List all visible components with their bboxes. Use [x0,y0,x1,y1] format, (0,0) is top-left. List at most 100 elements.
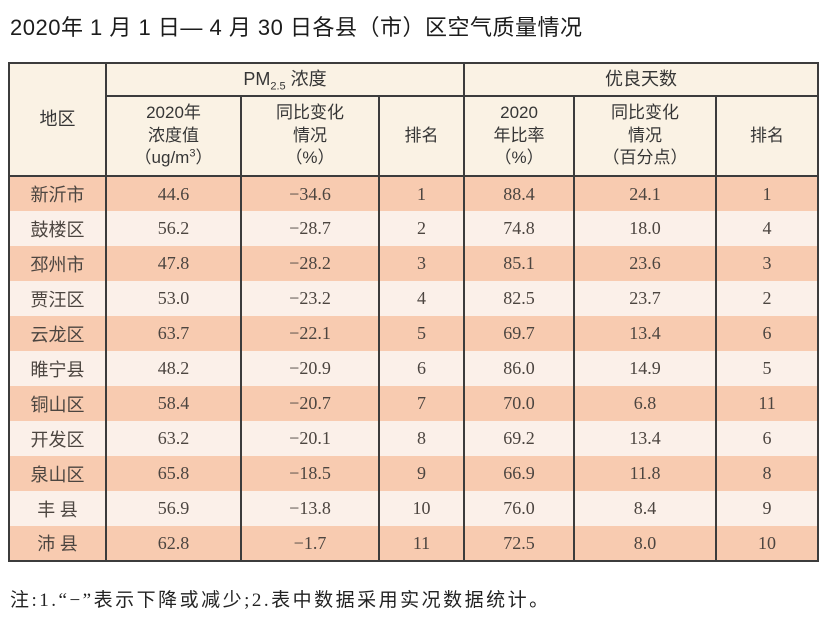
pm-rank-cell: 5 [377,316,466,351]
header-line: 情况 [293,125,327,145]
pm-rank-cell: 8 [377,421,466,456]
pm-value-cell: 65.8 [105,456,242,491]
ratio-cell: 82.5 [463,281,576,316]
header-pm-change: 同比变化 情况 （%） [240,95,380,177]
ratio-cell: 88.4 [463,176,576,211]
pm-value-cell: 63.2 [105,421,242,456]
ratio-rank-cell: 6 [715,316,820,351]
ratio-rank-cell: 10 [715,526,820,561]
region-cell: 贾汪区 [8,281,107,316]
region-cell: 云龙区 [8,316,107,351]
table-row: 沛 县 62.8 −1.7 11 72.5 8.0 10 [8,526,820,561]
ratio-change-cell: 24.1 [573,176,718,211]
pm-change-cell: −1.7 [240,526,380,561]
ratio-cell: 76.0 [463,491,576,526]
header-ratio-change: 同比变化 情况 （百分点） [573,95,718,177]
table-header: 地区 PM2.5 浓度 优良天数 2020年 浓度值 （ug/m3） 同比变化 情… [8,62,820,177]
region-cell: 新沂市 [8,176,107,211]
pm-value-cell: 62.8 [105,526,242,561]
table-row: 睢宁县 48.2 −20.9 6 86.0 14.9 5 [8,351,820,386]
pm-rank-cell: 6 [377,351,466,386]
ratio-change-cell: 23.7 [573,281,718,316]
pm-change-cell: −22.1 [240,316,380,351]
pm-rank-cell: 10 [377,491,466,526]
table-row: 云龙区 63.7 −22.1 5 69.7 13.4 6 [8,316,820,351]
header-line: 情况 [628,125,663,145]
ratio-cell: 66.9 [463,456,576,491]
region-cell: 鼓楼区 [8,211,107,246]
ratio-change-cell: 23.6 [573,246,718,281]
table-row: 开发区 63.2 −20.1 8 69.2 13.4 6 [8,421,820,456]
pm25-subscript: 2.5 [270,80,286,93]
pm-change-cell: −34.6 [240,176,380,211]
pm-change-cell: −28.2 [240,246,380,281]
ratio-cell: 72.5 [463,526,576,561]
region-cell: 铜山区 [8,386,107,421]
header-line: （ug/m3） [134,147,213,168]
pm-change-cell: −20.1 [240,421,380,456]
region-cell: 泉山区 [8,456,107,491]
ratio-change-cell: 8.4 [573,491,718,526]
pm-change-cell: −28.7 [240,211,380,246]
region-cell: 邳州市 [8,246,107,281]
pm-rank-cell: 7 [377,386,466,421]
header-line: 年比率 [493,125,545,145]
pm-value-cell: 56.2 [105,211,242,246]
ratio-cell: 86.0 [463,351,576,386]
ratio-change-cell: 18.0 [573,211,718,246]
ratio-rank-cell: 1 [715,176,820,211]
ratio-change-cell: 8.0 [573,526,718,561]
table-row: 丰 县 56.9 −13.8 10 76.0 8.4 9 [8,491,820,526]
ratio-rank-cell: 9 [715,491,820,526]
header-region: 地区 [8,62,107,177]
ratio-change-cell: 13.4 [573,421,718,456]
region-cell: 开发区 [8,421,107,456]
table-row: 贾汪区 53.0 −23.2 4 82.5 23.7 2 [8,281,820,316]
pm-change-cell: −13.8 [240,491,380,526]
header-sub-row: 2020年 浓度值 （ug/m3） 同比变化 情况 （%） 排名 2020 年比… [9,95,820,177]
pm-value-cell: 53.0 [105,281,242,316]
ratio-change-cell: 13.4 [573,316,718,351]
header-ratio-rank: 排名 [715,95,820,177]
ratio-rank-cell: 2 [715,281,820,316]
header-pm25-group: PM2.5 浓度 [104,62,466,97]
table-row: 泉山区 65.8 −18.5 9 66.9 11.8 8 [8,456,820,491]
ratio-cell: 70.0 [463,386,576,421]
ratio-rank-cell: 4 [715,211,820,246]
header-line: 2020年 [146,102,201,122]
region-cell: 丰 县 [8,491,107,526]
pm-rank-cell: 4 [377,281,466,316]
ratio-rank-cell: 3 [715,246,820,281]
header-line: 浓度值 [148,125,199,145]
header-group-row: 地区 PM2.5 浓度 优良天数 [8,62,820,177]
pm-change-cell: −20.7 [240,386,380,421]
pm-value-cell: 63.7 [105,316,242,351]
pm-value-cell: 47.8 [105,246,242,281]
table-body: 新沂市 44.6 −34.6 1 88.4 24.1 1 鼓楼区 56.2 −2… [8,176,820,561]
ratio-rank-cell: 6 [715,421,820,456]
ratio-rank-cell: 5 [715,351,820,386]
pm-rank-cell: 2 [377,211,466,246]
header-line: （百分点） [602,148,688,168]
header-line: （%） [285,148,335,168]
pm-change-cell: −20.9 [240,351,380,386]
pm25-label: 浓度 [290,69,327,90]
header-ratio: 2020 年比率 （%） [463,95,576,177]
pm-value-cell: 48.2 [105,351,242,386]
ratio-cell: 69.7 [463,316,576,351]
table-row: 鼓楼区 56.2 −28.7 2 74.8 18.0 4 [8,211,820,246]
cubed-superscript: 3 [189,147,196,160]
header-line: 2020 [500,102,538,122]
header-pm-value: 2020年 浓度值 （ug/m3） [105,95,242,177]
table-row: 新沂市 44.6 −34.6 1 88.4 24.1 1 [8,176,820,211]
footnote: 注:1.“−”表示下降或减少;2.表中数据采用实况数据统计。 [10,590,551,611]
ratio-cell: 74.8 [463,211,576,246]
pm-change-cell: −18.5 [240,456,380,491]
ratio-change-cell: 11.8 [573,456,718,491]
pm25-base: PM [243,69,271,90]
header-line: 同比变化 [276,102,344,122]
pm-rank-cell: 1 [377,176,466,211]
ratio-change-cell: 6.8 [573,386,718,421]
region-cell: 沛 县 [8,526,107,561]
pm-rank-cell: 11 [377,526,466,561]
